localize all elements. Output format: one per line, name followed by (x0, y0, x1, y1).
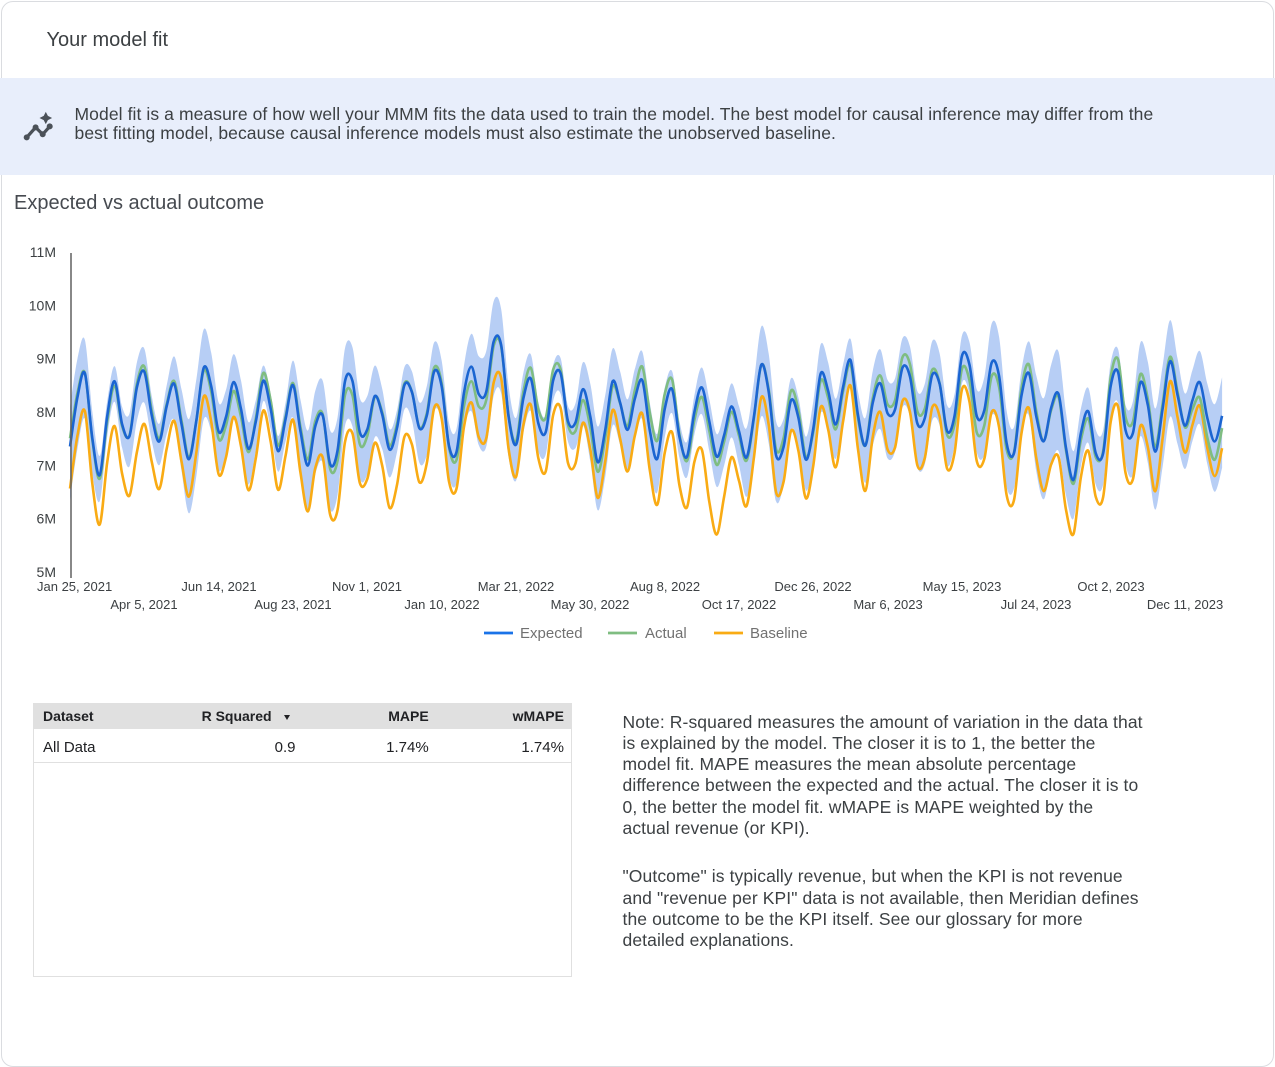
svg-text:Jan 10, 2022: Jan 10, 2022 (404, 597, 479, 612)
svg-text:Aug 8, 2022: Aug 8, 2022 (630, 579, 700, 594)
svg-text:Jul 24, 2023: Jul 24, 2023 (1001, 597, 1072, 612)
svg-text:May 30, 2022: May 30, 2022 (551, 597, 630, 612)
svg-text:May 15, 2023: May 15, 2023 (923, 579, 1002, 594)
svg-text:Baseline: Baseline (750, 625, 808, 642)
svg-text:6M: 6M (37, 511, 56, 527)
svg-text:7M: 7M (37, 457, 56, 473)
svg-text:Expected: Expected (520, 625, 583, 642)
svg-text:Aug 23, 2021: Aug 23, 2021 (254, 597, 331, 612)
svg-text:11M: 11M (30, 244, 56, 260)
svg-text:10M: 10M (29, 297, 56, 313)
svg-text:Oct 17, 2022: Oct 17, 2022 (702, 597, 776, 612)
svg-text:Mar 6, 2023: Mar 6, 2023 (853, 597, 922, 612)
svg-text:Actual: Actual (645, 625, 687, 642)
svg-text:9M: 9M (37, 351, 56, 367)
svg-text:Apr 5, 2021: Apr 5, 2021 (110, 597, 177, 612)
svg-text:8M: 8M (37, 404, 56, 420)
svg-text:5M: 5M (37, 564, 56, 580)
svg-text:Dec 26, 2022: Dec 26, 2022 (774, 579, 851, 594)
svg-text:Jan 25, 2021: Jan 25, 2021 (37, 579, 112, 594)
svg-text:Mar 21, 2022: Mar 21, 2022 (478, 579, 555, 594)
svg-text:Jun 14, 2021: Jun 14, 2021 (181, 579, 256, 594)
svg-text:Oct 2, 2023: Oct 2, 2023 (1077, 579, 1144, 594)
svg-text:Dec 11, 2023: Dec 11, 2023 (1147, 597, 1223, 612)
svg-text:Nov 1, 2021: Nov 1, 2021 (332, 579, 402, 594)
